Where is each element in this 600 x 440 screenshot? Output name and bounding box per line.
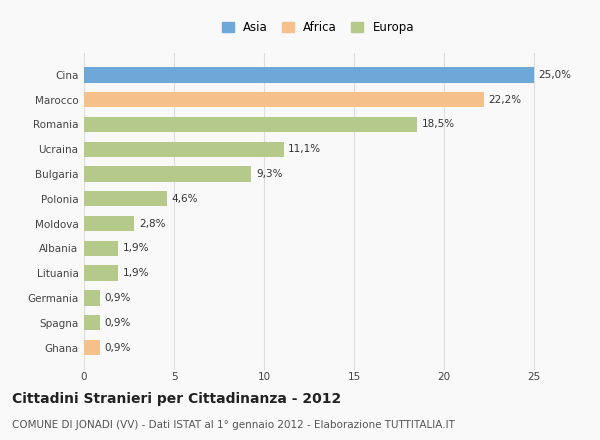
Text: 9,3%: 9,3% — [256, 169, 283, 179]
Bar — [84, 241, 118, 256]
Bar — [84, 265, 118, 281]
Bar — [84, 340, 100, 355]
Legend: Asia, Africa, Europa: Asia, Africa, Europa — [218, 18, 418, 37]
Text: COMUNE DI JONADI (VV) - Dati ISTAT al 1° gennaio 2012 - Elaborazione TUTTITALIA.: COMUNE DI JONADI (VV) - Dati ISTAT al 1°… — [12, 420, 455, 430]
Bar — [84, 142, 284, 157]
Text: 2,8%: 2,8% — [139, 219, 166, 229]
Text: 11,1%: 11,1% — [289, 144, 322, 154]
Text: 0,9%: 0,9% — [105, 293, 131, 303]
Bar — [84, 315, 100, 330]
Bar — [84, 67, 534, 83]
Text: 1,9%: 1,9% — [123, 243, 149, 253]
Bar — [84, 216, 134, 231]
Bar — [84, 92, 484, 107]
Text: 25,0%: 25,0% — [539, 70, 571, 80]
Bar — [84, 117, 417, 132]
Text: 4,6%: 4,6% — [172, 194, 198, 204]
Text: 22,2%: 22,2% — [488, 95, 521, 105]
Bar — [84, 290, 100, 306]
Bar — [84, 166, 251, 182]
Text: 0,9%: 0,9% — [105, 342, 131, 352]
Text: Cittadini Stranieri per Cittadinanza - 2012: Cittadini Stranieri per Cittadinanza - 2… — [12, 392, 341, 406]
Text: 18,5%: 18,5% — [421, 119, 455, 129]
Text: 0,9%: 0,9% — [105, 318, 131, 328]
Bar — [84, 191, 167, 206]
Text: 1,9%: 1,9% — [123, 268, 149, 278]
